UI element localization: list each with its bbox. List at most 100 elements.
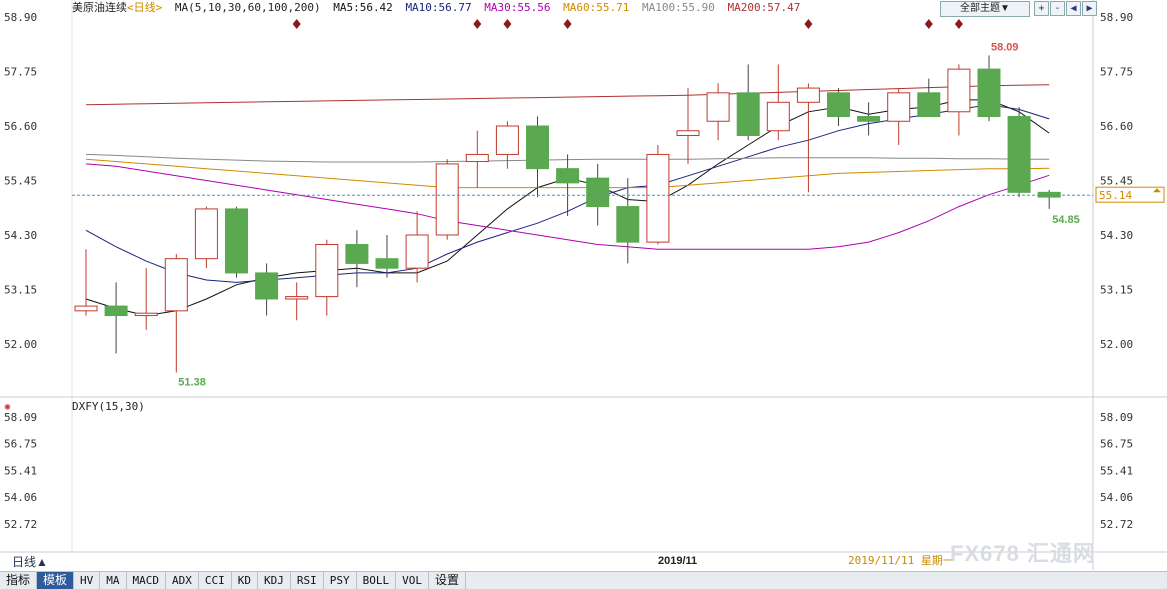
ma10-value: MA10:56.77 [405, 1, 472, 14]
candle-body [586, 177, 610, 208]
sub-y-tick-label: 54.06 [1100, 491, 1133, 504]
main-y-tick-label-left: 54.30 [4, 229, 37, 242]
indicator-settings-icon[interactable]: ✺ [4, 400, 11, 413]
candle-body [766, 101, 790, 132]
event-marker-icon [954, 19, 963, 29]
tab-ma[interactable]: MA [100, 572, 127, 589]
tab-psy[interactable]: PSY [324, 572, 357, 589]
candle-body [857, 116, 881, 122]
main-y-tick-label-left: 55.45 [4, 175, 37, 188]
candle-body [194, 208, 218, 260]
candle-body [887, 92, 911, 122]
candle-body [917, 92, 941, 118]
date-axis-label: 2019/11 [658, 555, 698, 567]
sub-y-tick-label-left: 55.41 [4, 464, 37, 477]
scroll-left-icon[interactable]: ◀ [1066, 1, 1081, 16]
candle-body [526, 125, 549, 170]
main-y-tick-label: 56.60 [1100, 120, 1133, 133]
watermark-logo: FX678 汇通网 [950, 541, 1096, 566]
candle-body [796, 87, 820, 103]
candle-body [405, 234, 429, 269]
cursor-date-readout: 2019/11/11 星期一 [848, 554, 954, 567]
period-select[interactable]: 日线▲ [12, 555, 48, 569]
candle-body [255, 272, 279, 300]
tab-rsi[interactable]: RSI [291, 572, 324, 589]
tab-templates[interactable]: 模板 [37, 572, 75, 589]
tab-boll[interactable]: BOLL [357, 572, 397, 589]
main-y-tick-label-left: 58.90 [4, 11, 37, 24]
last-price-label: 55.14 [1099, 189, 1132, 202]
candle-body [285, 296, 309, 300]
candle-body [164, 258, 188, 312]
instrument-name: 美原油连续 [72, 1, 127, 14]
candle-body [947, 68, 971, 113]
chart-legend: 美原油连续<日线> MA(5,10,30,60,100,200) MA5:56.… [72, 0, 806, 16]
tab-indicators[interactable]: 指标 [0, 572, 38, 589]
main-y-tick-label: 58.90 [1100, 11, 1133, 24]
candle-body [977, 68, 1001, 118]
tab-kdj[interactable]: KDJ [258, 572, 291, 589]
sub-y-tick-label: 58.09 [1100, 411, 1133, 424]
zoom-in-icon[interactable]: + [1034, 1, 1049, 16]
sub-y-tick-label: 56.75 [1100, 438, 1133, 451]
sub-y-tick-label: 52.72 [1100, 518, 1133, 531]
low-label: 51.38 [178, 376, 206, 388]
candle-body [225, 208, 248, 274]
sub-y-tick-label-left: 54.06 [4, 491, 37, 504]
candle-body [646, 153, 670, 243]
sub-y-tick-label: 55.41 [1100, 464, 1133, 477]
candle-body [827, 92, 850, 118]
tab-hv[interactable]: HV [74, 572, 101, 589]
candle-body [315, 243, 339, 298]
price-up-arrow-icon [1153, 188, 1161, 193]
tab-kd[interactable]: KD [232, 572, 259, 589]
ma200-value: MA200:57.47 [727, 1, 801, 14]
candle-body [1007, 116, 1031, 193]
main-y-tick-label: 54.30 [1100, 229, 1133, 242]
tab-cci[interactable]: CCI [199, 572, 232, 589]
candle-body [375, 258, 399, 269]
main-y-tick-label-left: 52.00 [4, 338, 37, 351]
zoom-out-icon[interactable]: - [1050, 1, 1065, 16]
tab-settings[interactable]: 设置 [429, 572, 467, 589]
event-marker-icon [563, 19, 572, 29]
candle-body [706, 92, 730, 122]
main-y-tick-label: 52.00 [1100, 338, 1133, 351]
main-y-tick-label: 57.75 [1100, 66, 1133, 79]
sub-y-tick-label-left: 52.72 [4, 518, 37, 531]
ma5-value: MA5:56.42 [333, 1, 393, 14]
candle-body [495, 125, 519, 155]
tab-adx[interactable]: ADX [166, 572, 199, 589]
candle-body [556, 168, 580, 184]
main-y-tick-label-left: 57.75 [4, 66, 37, 79]
candle-body [74, 305, 98, 312]
high-label: 58.09 [991, 41, 1019, 53]
event-marker-icon [503, 19, 512, 29]
ma100-value: MA100:55.90 [642, 1, 715, 14]
candle-body [435, 163, 459, 236]
last-low-label: 54.85 [1052, 214, 1080, 226]
ma30-value: MA30:55.56 [484, 1, 551, 14]
ma30-line [85, 163, 1050, 250]
candle-body [104, 305, 128, 317]
period-label[interactable]: <日线> [127, 1, 163, 14]
theme-select-button[interactable]: 全部主题▼ [940, 1, 1030, 17]
indicator-tab-bar: 指标 模板 HV MA MACD ADX CCI KD KDJ RSI PSY … [0, 571, 1167, 589]
last-price-box [1095, 186, 1165, 203]
main-y-tick-label: 55.45 [1100, 175, 1133, 188]
candle-body [134, 312, 158, 317]
tab-macd[interactable]: MACD [127, 572, 167, 589]
main-y-tick-label: 53.15 [1100, 284, 1133, 297]
tab-vol[interactable]: VOL [396, 572, 430, 589]
event-marker-icon [924, 19, 933, 29]
candle-body [616, 206, 640, 243]
candle-body [736, 92, 760, 136]
event-marker-icon [292, 19, 301, 29]
candle-body [676, 130, 700, 136]
indicator-label: DXFY(15,30) [72, 400, 145, 413]
ma60-value: MA60:55.71 [563, 1, 630, 14]
sub-y-tick-label-left: 58.09 [4, 411, 37, 424]
candle-body [465, 153, 489, 163]
scroll-right-icon[interactable]: ▶ [1082, 1, 1097, 16]
